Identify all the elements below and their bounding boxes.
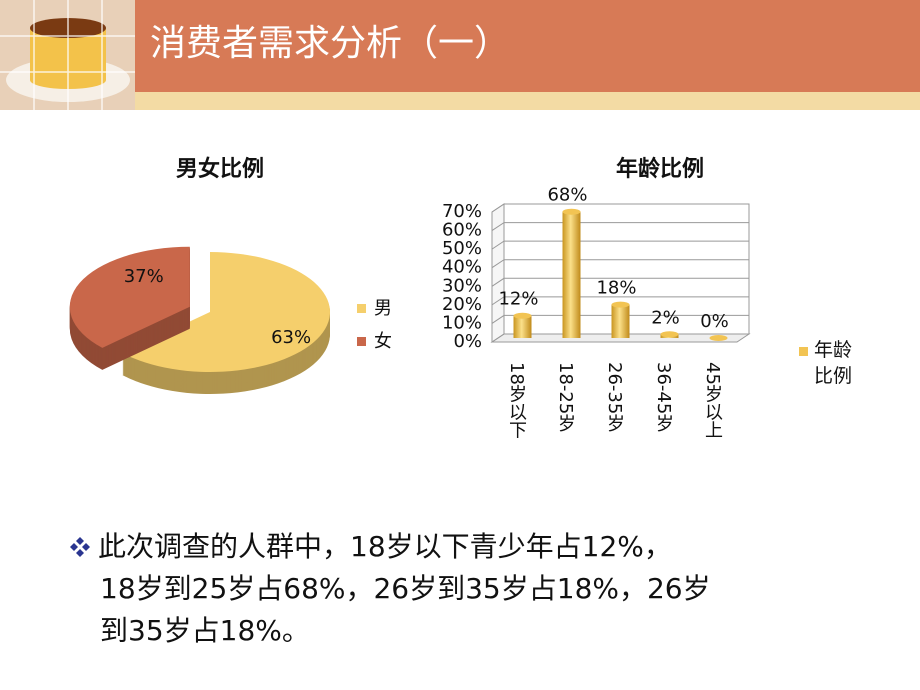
data-label: 68%: [547, 185, 587, 206]
grid-line: [491, 277, 749, 287]
grid-line: [491, 222, 749, 231]
grid-line: [491, 314, 749, 324]
bar: [611, 304, 630, 338]
data-label: 2%: [651, 307, 680, 328]
x-tick-label: 18-25岁: [555, 362, 576, 432]
y-tick-label: 40%: [442, 257, 482, 278]
pie-slice: [69, 246, 190, 348]
legend-swatch: [357, 337, 366, 346]
side-wall: [491, 203, 505, 343]
chart-title: 男女比例: [176, 156, 264, 182]
data-label: 37%: [124, 266, 164, 287]
x-tick-label: 26-35岁: [604, 362, 625, 432]
data-label: 12%: [498, 289, 538, 310]
grid-line: [491, 240, 749, 250]
pie-slice: [122, 252, 330, 373]
data-label: 0%: [700, 311, 729, 332]
bar-top: [709, 335, 728, 341]
grid-line: [491, 259, 749, 269]
legend-label: 男: [374, 298, 392, 319]
legend-swatch: [799, 347, 808, 356]
data-label: 18%: [596, 278, 636, 299]
body-text: 到35岁占18%。: [100, 614, 310, 647]
bar-top: [513, 312, 532, 319]
bullet-icon: [70, 537, 90, 557]
body-text: 此次调查的人群中，18岁以下青少年占12%，: [98, 530, 672, 563]
y-tick-label: 30%: [442, 275, 482, 296]
grid-line: [491, 203, 749, 213]
header-band: [0, 0, 920, 92]
slide-title: 消费者需求分析（一）: [150, 23, 510, 64]
bar: [513, 315, 532, 338]
y-tick-label: 70%: [442, 201, 482, 222]
bar-top: [562, 208, 581, 215]
data-label: 63%: [271, 327, 311, 348]
y-tick-label: 50%: [442, 238, 482, 259]
x-tick-label: 18岁以下: [506, 362, 527, 439]
x-tick-label: 45岁以上: [702, 362, 723, 439]
y-tick-label: 60%: [442, 220, 482, 241]
bar-top: [660, 331, 679, 338]
header-photo: [0, 0, 135, 110]
legend: 年龄比例: [814, 339, 853, 387]
x-tick-label: 36-45岁: [653, 362, 674, 432]
bar-top: [611, 301, 630, 308]
header-stripe: [0, 92, 920, 110]
y-tick-label: 20%: [442, 294, 482, 315]
body-text: 18岁到25岁占68%，26岁到35岁占18%，26岁: [100, 572, 711, 605]
legend-label: 年龄比例: [814, 339, 853, 387]
legend-label: 女: [374, 331, 392, 352]
y-tick-label: 0%: [453, 331, 482, 352]
bar: [562, 211, 581, 338]
legend-swatch: [357, 304, 366, 313]
chart-title: 年龄比例: [616, 156, 704, 182]
y-tick-label: 10%: [442, 312, 482, 333]
grid-line: [491, 296, 749, 306]
